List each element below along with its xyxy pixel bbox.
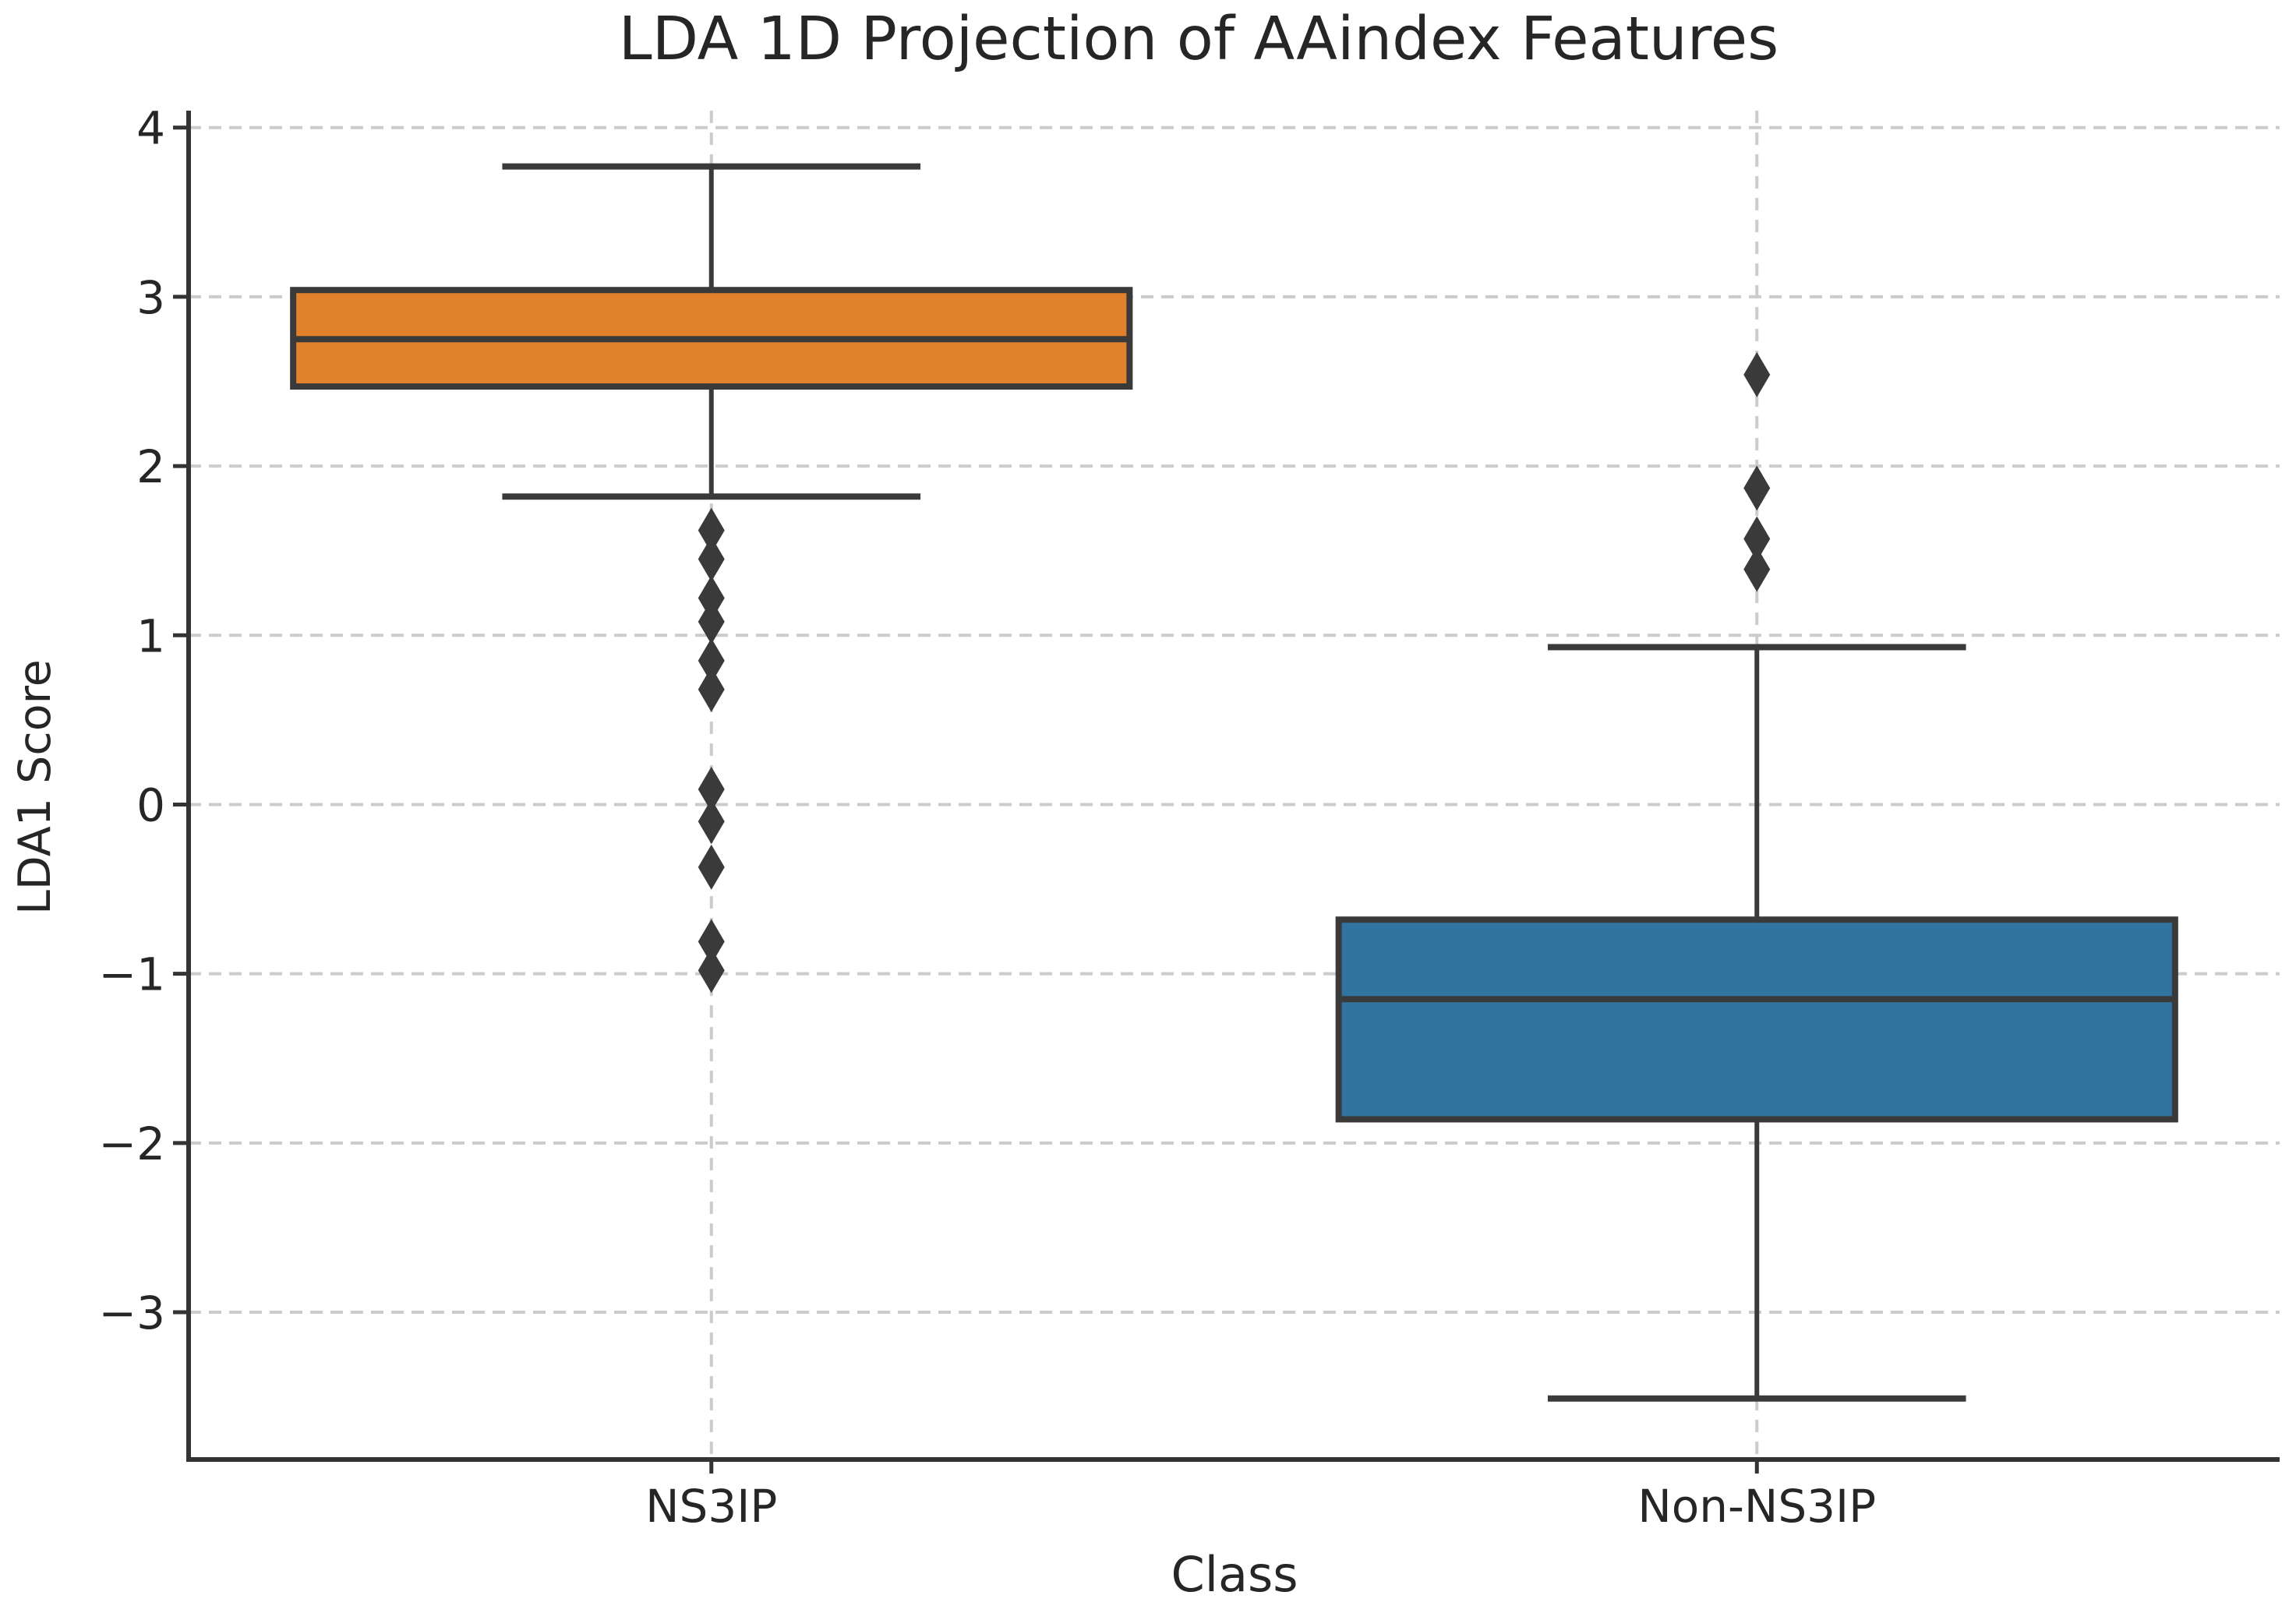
y-axis-label: LDA1 Score [9,659,61,915]
y-tick-label: 0 [136,778,165,831]
outlier-diamond-ns3ip [698,598,725,644]
outlier-diamond-non-ns3ip [1743,351,1771,397]
outlier-diamond-non-ns3ip [1743,516,1771,562]
outlier-diamond-ns3ip [698,637,725,683]
x-tick-label: NS3IP [645,1480,777,1533]
box-non-ns3ip [1335,916,2178,1123]
y-tick-label: 1 [136,609,165,662]
outlier-diamond-ns3ip [698,844,725,890]
y-tick-label: −2 [99,1117,166,1170]
outlier-diamond-ns3ip [698,666,725,712]
outlier-diamond-ns3ip [698,766,725,812]
outlier-diamond-non-ns3ip [1743,465,1771,511]
x-axis-label: Class [1171,1546,1298,1603]
y-tick-label: 3 [136,271,165,324]
outlier-diamond-ns3ip [698,575,725,621]
outlier-diamond-ns3ip [698,919,725,965]
x-tick-label: Non-NS3IP [1637,1480,1876,1533]
y-tick-label: −1 [99,948,166,1001]
y-tick-label: 2 [136,440,165,493]
outlier-diamond-ns3ip [698,507,725,553]
outlier-diamond-ns3ip [698,536,725,582]
outlier-diamond-non-ns3ip [1743,546,1771,592]
y-tick-label: 4 [136,102,165,155]
outlier-diamond-ns3ip [698,948,725,994]
y-tick-label: −3 [99,1287,166,1339]
outlier-diamond-ns3ip [698,799,725,845]
chart-title: LDA 1D Projection of AAindex Features [618,5,1779,74]
